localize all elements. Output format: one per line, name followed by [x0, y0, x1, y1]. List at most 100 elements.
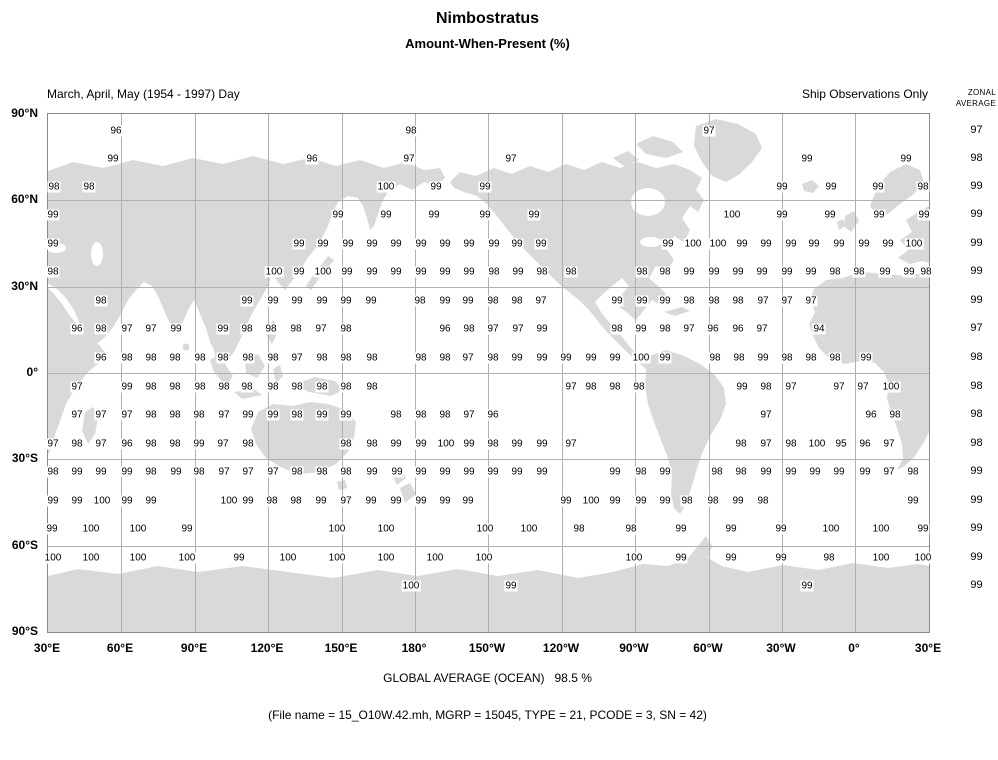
grid-value: 97	[780, 295, 794, 307]
grid-value: 99	[144, 495, 158, 507]
grid-value: 97	[756, 295, 770, 307]
y-axis-label: 90°S	[11, 624, 38, 638]
grid-value: 96	[858, 438, 872, 450]
x-axis: 30°E 60°E 90°E 120°E 150°E 180° 150°W 120°W 90°W…	[34, 641, 941, 659]
grid-value: 99	[859, 352, 873, 364]
grid-value: 100	[425, 552, 445, 564]
grid-value: 98	[828, 352, 842, 364]
grid-value: 97	[882, 466, 896, 478]
grid-value: 99	[414, 438, 428, 450]
landmass-arctic-islands-2	[613, 151, 639, 167]
grid-value: 96	[706, 323, 720, 335]
grid-value: 99	[438, 495, 452, 507]
grid-value: 99	[331, 209, 345, 221]
grid-value: 99	[807, 238, 821, 250]
landmass-scandinavia	[870, 164, 924, 214]
grid-value: 100	[376, 523, 396, 535]
grid-value: 99	[365, 238, 379, 250]
grid-value: 98	[389, 409, 403, 421]
landmass-sri-lanka	[182, 343, 190, 351]
grid-value: 98	[658, 266, 672, 278]
grid-value: 99	[478, 209, 492, 221]
page-title: Nimbostratus	[435, 10, 540, 27]
grid-value: 99	[462, 438, 476, 450]
landmass-africa-west	[809, 272, 929, 470]
grid-value: 98	[192, 466, 206, 478]
grid-value: 98	[315, 352, 329, 364]
grid-value: 98	[290, 409, 304, 421]
grid-value: 99	[266, 409, 280, 421]
grid-value: 99	[46, 238, 60, 250]
grid-value: 99	[46, 495, 60, 507]
grid-value: 99	[487, 238, 501, 250]
grid-value: 99	[365, 466, 379, 478]
grid-value: 99	[735, 238, 749, 250]
global-average-label: GLOBAL AVERAGE (OCEAN) 98.5 %	[383, 671, 592, 685]
grid-value: 99	[881, 238, 895, 250]
grid-value: 99	[379, 209, 393, 221]
grid-value: 97	[511, 323, 525, 335]
landmass-europe	[898, 206, 929, 264]
grid-value: 99	[169, 323, 183, 335]
zonal-average-value: 99	[970, 579, 983, 591]
grid-value: 99	[535, 323, 549, 335]
grid-value: 99	[510, 466, 524, 478]
zonal-average-value: 98	[970, 380, 983, 392]
grid-value: 97	[462, 409, 476, 421]
grid-value: 98	[780, 352, 794, 364]
grid-value: 99	[438, 266, 452, 278]
grid-value: 98	[680, 495, 694, 507]
landmass-south-america	[645, 350, 726, 514]
grid-value: 98	[413, 295, 427, 307]
grid-value: 100	[43, 552, 63, 564]
grid-value: 97	[46, 438, 60, 450]
y-axis-label: 90°N	[11, 106, 38, 120]
landmass-iceland	[802, 180, 819, 193]
gridline-horizontal	[48, 200, 929, 201]
grid-value: 98	[734, 466, 748, 478]
grid-value: 100	[436, 438, 456, 450]
grid-value: 99	[784, 238, 798, 250]
grid-value: 98	[584, 381, 598, 393]
grid-value: 97	[564, 438, 578, 450]
landmass-africa-east	[48, 288, 106, 456]
grid-value: 96	[120, 438, 134, 450]
grid-value: 98	[759, 381, 773, 393]
zonal-average-value: 99	[970, 551, 983, 563]
grid-value: 97	[486, 323, 500, 335]
grid-value: 97	[804, 295, 818, 307]
grid-value: 100	[881, 381, 901, 393]
grid-value: 98	[731, 295, 745, 307]
grid-value: 100	[519, 523, 539, 535]
zonal-average-column: 97 98 99 99 99 99 99 97 98 98 98 98 99 99 99 99 99	[955, 113, 998, 631]
grid-value: 99	[510, 352, 524, 364]
grid-value: 99	[774, 552, 788, 564]
grid-value: 98	[82, 181, 96, 193]
grid-value: 97	[682, 323, 696, 335]
grid-value: 98	[634, 466, 648, 478]
y-axis-label: 30°S	[11, 451, 38, 465]
grid-value: 98	[240, 323, 254, 335]
grid-value: 99	[724, 552, 738, 564]
landmass-sumatra	[210, 355, 233, 386]
grid-value: 97	[882, 438, 896, 450]
grid-value: 99	[241, 409, 255, 421]
grid-value: 98	[144, 438, 158, 450]
grid-value: 99	[266, 295, 280, 307]
grid-value: 99	[462, 466, 476, 478]
grid-value: 96	[70, 323, 84, 335]
grid-value: 100	[475, 523, 495, 535]
grid-value: 100	[81, 552, 101, 564]
grid-value: 100	[376, 552, 396, 564]
grid-value: 99	[899, 153, 913, 165]
grid-value: 96	[438, 323, 452, 335]
grid-value: 99	[731, 495, 745, 507]
grid-value: 100	[581, 495, 601, 507]
landmass-sulawesi	[273, 365, 283, 383]
x-axis-label: 60°E	[106, 641, 134, 655]
grid-value: 98	[290, 381, 304, 393]
grid-value: 99	[634, 495, 648, 507]
grid-value: 99	[169, 466, 183, 478]
grid-value: 99	[486, 466, 500, 478]
sea-caspian	[91, 242, 103, 266]
